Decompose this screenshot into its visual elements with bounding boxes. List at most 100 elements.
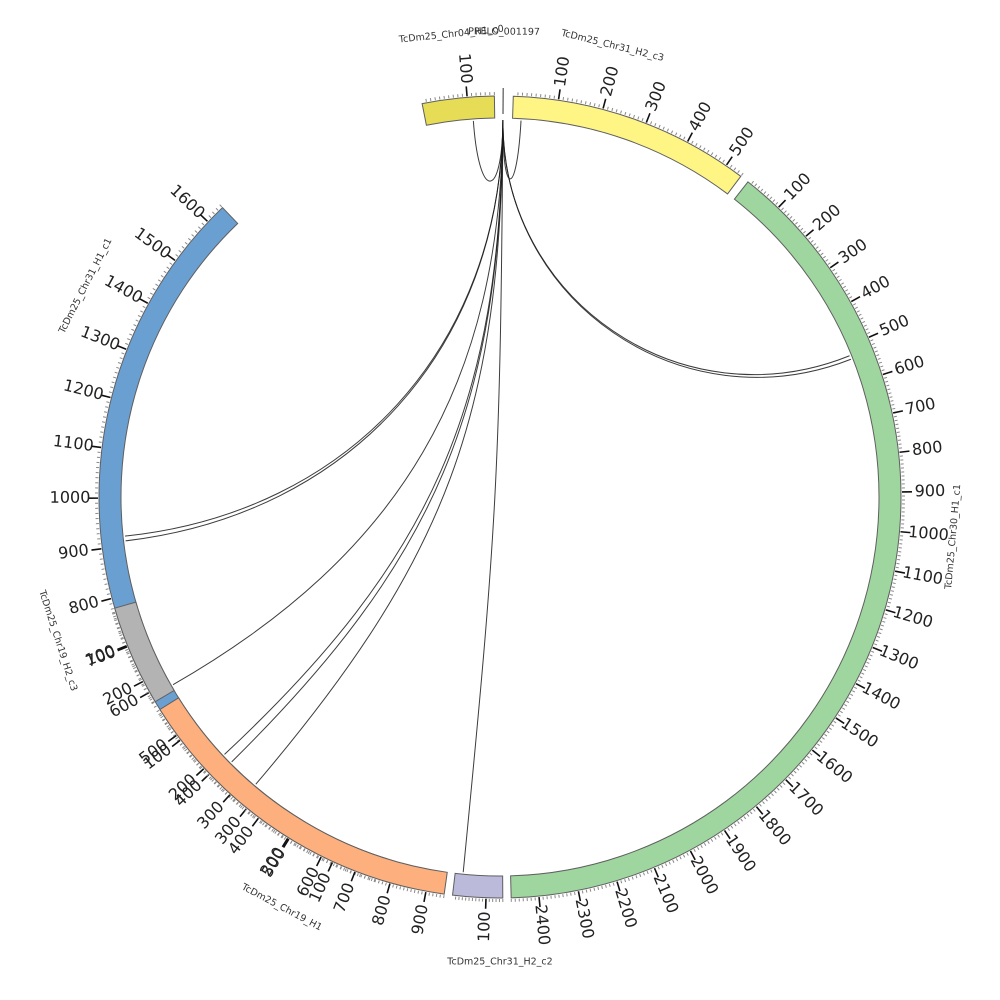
major-tick xyxy=(465,86,468,97)
major-tick xyxy=(778,199,787,208)
minor-tick xyxy=(111,381,115,384)
minor-tick xyxy=(772,199,776,203)
links-layer xyxy=(124,120,852,873)
minor-tick xyxy=(825,259,829,262)
tick-label: 200 xyxy=(809,200,845,234)
tick-label: 300 xyxy=(641,78,670,113)
minor-tick xyxy=(581,890,584,894)
minor-tick xyxy=(235,801,239,805)
minor-tick xyxy=(198,226,201,230)
minor-tick xyxy=(670,130,674,134)
major-tick xyxy=(577,891,582,902)
minor-tick xyxy=(886,605,890,608)
minor-tick xyxy=(887,388,891,391)
minor-tick xyxy=(874,643,878,646)
minor-tick xyxy=(155,283,159,287)
major-tick xyxy=(386,883,391,894)
minor-tick xyxy=(413,889,416,893)
segment-tcdm25-chr30-h1-c1 xyxy=(510,181,902,899)
minor-tick xyxy=(814,746,818,750)
minor-tick xyxy=(222,789,225,793)
minor-tick xyxy=(757,185,761,189)
minor-tick xyxy=(895,566,899,569)
minor-tick xyxy=(842,285,847,289)
minor-tick xyxy=(754,183,758,187)
minor-tick xyxy=(567,97,569,101)
minor-tick xyxy=(639,873,642,877)
minor-tick xyxy=(880,624,885,627)
minor-tick xyxy=(891,404,895,406)
minor-tick xyxy=(162,718,166,722)
major-tick xyxy=(755,806,764,815)
minor-tick xyxy=(707,149,710,153)
minor-tick xyxy=(277,832,280,836)
minor-tick xyxy=(298,845,302,849)
segment-name: TcDm25_Chr31_H2_c3 xyxy=(559,27,665,63)
ticks-layer: 1002003004005006007008009001000110012001… xyxy=(50,52,950,946)
minor-tick xyxy=(714,154,718,158)
minor-tick xyxy=(264,823,267,827)
minor-tick xyxy=(806,755,810,759)
segment-name: PRELO_001197 xyxy=(468,26,540,38)
minor-tick xyxy=(722,159,725,163)
minor-tick xyxy=(113,615,117,618)
minor-tick xyxy=(213,781,217,785)
minor-tick xyxy=(138,677,142,680)
minor-tick xyxy=(120,637,124,640)
minor-tick xyxy=(679,134,682,138)
tick-label: 800 xyxy=(67,592,101,618)
tick-label: 1400 xyxy=(859,678,904,714)
minor-tick xyxy=(601,885,603,889)
minor-tick xyxy=(631,876,634,880)
minor-tick xyxy=(119,634,123,637)
minor-tick xyxy=(168,728,172,731)
minor-tick xyxy=(809,752,813,756)
minor-tick xyxy=(810,240,814,243)
minor-tick xyxy=(421,891,423,895)
minor-tick xyxy=(765,798,768,802)
minor-tick xyxy=(219,786,223,790)
link-3 xyxy=(502,120,522,180)
minor-tick xyxy=(856,310,860,313)
minor-tick xyxy=(428,892,430,896)
minor-tick xyxy=(142,305,146,309)
minor-tick xyxy=(746,813,750,817)
tick-label: 2000 xyxy=(687,853,723,898)
minor-tick xyxy=(159,714,163,717)
minor-tick xyxy=(642,872,645,876)
minor-tick xyxy=(160,715,164,719)
minor-tick xyxy=(399,886,402,890)
minor-tick xyxy=(299,846,302,850)
minor-tick xyxy=(196,762,200,766)
minor-tick xyxy=(101,426,105,428)
minor-tick xyxy=(822,255,826,259)
minor-tick xyxy=(283,836,287,840)
minor-tick xyxy=(665,863,668,867)
minor-tick xyxy=(607,106,609,110)
minor-tick xyxy=(138,678,142,682)
minor-tick xyxy=(863,324,867,327)
minor-tick xyxy=(760,188,764,192)
minor-tick xyxy=(882,620,886,623)
minor-tick xyxy=(862,320,866,324)
minor-tick xyxy=(137,314,141,318)
minor-tick xyxy=(136,674,140,677)
minor-tick xyxy=(666,128,669,132)
minor-tick xyxy=(346,868,349,873)
minor-tick xyxy=(117,630,122,633)
major-tick xyxy=(171,739,181,748)
minor-tick xyxy=(274,830,277,834)
minor-tick xyxy=(151,701,155,705)
minor-tick xyxy=(114,371,118,374)
minor-tick xyxy=(661,864,664,868)
major-tick xyxy=(327,862,334,872)
minor-tick xyxy=(751,180,754,184)
tick-label: 1200 xyxy=(62,375,106,403)
major-tick xyxy=(872,646,883,653)
minor-tick xyxy=(201,222,205,226)
minor-tick xyxy=(262,822,265,826)
minor-tick xyxy=(650,121,653,125)
minor-tick xyxy=(795,221,798,225)
minor-tick xyxy=(799,764,802,768)
minor-tick xyxy=(113,617,117,620)
